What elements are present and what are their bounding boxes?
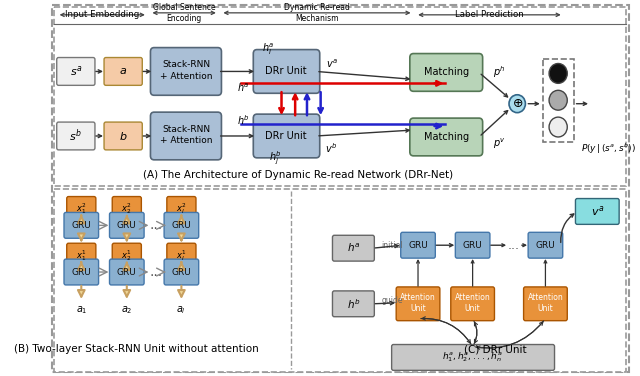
Text: $x_1^1$: $x_1^1$ xyxy=(76,248,86,262)
Text: ...: ... xyxy=(149,265,163,279)
FancyBboxPatch shape xyxy=(455,232,490,258)
Text: $h_i^a$: $h_i^a$ xyxy=(262,42,274,57)
Text: GRU: GRU xyxy=(172,221,191,230)
FancyBboxPatch shape xyxy=(109,259,144,285)
FancyBboxPatch shape xyxy=(109,212,144,238)
Text: $h_1^a, h_2^a,...,h_n^a$: $h_1^a, h_2^a,...,h_n^a$ xyxy=(442,351,503,364)
Bar xyxy=(54,189,627,372)
Text: DRr Unit: DRr Unit xyxy=(265,131,307,141)
Text: $x_2^2$: $x_2^2$ xyxy=(122,201,132,216)
FancyBboxPatch shape xyxy=(57,122,95,150)
FancyBboxPatch shape xyxy=(332,291,374,317)
Bar xyxy=(54,7,627,186)
FancyBboxPatch shape xyxy=(253,50,320,93)
FancyBboxPatch shape xyxy=(150,48,221,95)
Text: $P(y\,|\,(s^a,s^b))$: $P(y\,|\,(s^a,s^b))$ xyxy=(580,142,636,156)
Text: Matching: Matching xyxy=(424,132,468,142)
Text: $a$: $a$ xyxy=(119,67,127,76)
Circle shape xyxy=(549,64,567,83)
FancyBboxPatch shape xyxy=(253,114,320,158)
Text: $v^a$: $v^a$ xyxy=(591,205,604,218)
Text: $h^b$: $h^b$ xyxy=(237,113,250,127)
FancyBboxPatch shape xyxy=(575,199,619,224)
Text: DRr Unit: DRr Unit xyxy=(265,67,307,76)
FancyBboxPatch shape xyxy=(410,118,483,156)
Text: guide: guide xyxy=(381,296,403,305)
Text: $x_l^1$: $x_l^1$ xyxy=(176,248,187,262)
Text: $v^a$: $v^a$ xyxy=(326,57,337,70)
FancyBboxPatch shape xyxy=(167,243,196,267)
Text: $h_j^b$: $h_j^b$ xyxy=(269,149,282,167)
Text: $a_2$: $a_2$ xyxy=(121,304,132,316)
Bar xyxy=(543,59,573,142)
Circle shape xyxy=(509,95,525,113)
Text: GRU: GRU xyxy=(72,221,91,230)
Text: GRU: GRU xyxy=(463,241,483,250)
FancyBboxPatch shape xyxy=(104,122,142,150)
Text: Attention
Unit: Attention Unit xyxy=(527,293,563,312)
FancyBboxPatch shape xyxy=(64,212,99,238)
FancyBboxPatch shape xyxy=(392,344,554,370)
Text: $h^a$: $h^a$ xyxy=(347,242,360,255)
Text: $s^a$: $s^a$ xyxy=(70,64,82,79)
FancyBboxPatch shape xyxy=(64,259,99,285)
FancyBboxPatch shape xyxy=(57,58,95,85)
Text: GRU: GRU xyxy=(172,268,191,276)
Circle shape xyxy=(549,90,567,110)
FancyBboxPatch shape xyxy=(451,287,495,321)
Text: $p^v$: $p^v$ xyxy=(493,137,506,151)
Text: GRU: GRU xyxy=(72,268,91,276)
FancyBboxPatch shape xyxy=(167,197,196,220)
FancyBboxPatch shape xyxy=(67,243,96,267)
Text: Attention
Unit: Attention Unit xyxy=(400,293,436,312)
Text: + Attention: + Attention xyxy=(160,72,212,81)
FancyBboxPatch shape xyxy=(112,243,141,267)
Text: $x_1^2$: $x_1^2$ xyxy=(76,201,86,216)
FancyBboxPatch shape xyxy=(332,235,374,261)
Text: $v^b$: $v^b$ xyxy=(326,141,338,155)
Text: $x_2^1$: $x_2^1$ xyxy=(122,248,132,262)
FancyBboxPatch shape xyxy=(104,58,142,85)
Text: $a_1$: $a_1$ xyxy=(76,304,87,316)
FancyBboxPatch shape xyxy=(67,197,96,220)
Text: (A) The Architecture of Dynamic Re-read Network (DRr-Net): (A) The Architecture of Dynamic Re-read … xyxy=(143,170,453,180)
FancyBboxPatch shape xyxy=(164,212,198,238)
Text: Label Prediction: Label Prediction xyxy=(455,10,524,19)
Text: GRU: GRU xyxy=(408,241,428,250)
Text: Matching: Matching xyxy=(424,67,468,77)
Text: ...: ... xyxy=(149,218,163,232)
Text: Global Sentence
Encoding: Global Sentence Encoding xyxy=(153,3,216,23)
FancyBboxPatch shape xyxy=(524,287,567,321)
Text: GRU: GRU xyxy=(117,221,137,230)
Text: Stack-RNN: Stack-RNN xyxy=(162,60,210,69)
Text: (B) Two-layer Stack-RNN Unit without attention: (B) Two-layer Stack-RNN Unit without att… xyxy=(13,344,259,355)
Text: $\oplus$: $\oplus$ xyxy=(511,97,523,110)
Text: GRU: GRU xyxy=(536,241,556,250)
FancyBboxPatch shape xyxy=(164,259,198,285)
Text: Stack-RNN: Stack-RNN xyxy=(162,124,210,133)
FancyBboxPatch shape xyxy=(528,232,563,258)
FancyBboxPatch shape xyxy=(410,53,483,91)
FancyBboxPatch shape xyxy=(401,232,435,258)
FancyBboxPatch shape xyxy=(150,112,221,160)
Text: Input Embedding: Input Embedding xyxy=(65,10,140,19)
Text: ...: ... xyxy=(508,239,520,252)
Text: Attention
Unit: Attention Unit xyxy=(455,293,490,312)
Text: $p^h$: $p^h$ xyxy=(493,65,506,80)
Text: $h^b$: $h^b$ xyxy=(347,297,360,311)
Text: $h^a$: $h^a$ xyxy=(237,81,250,94)
Text: initial: initial xyxy=(381,241,403,250)
Circle shape xyxy=(549,117,567,137)
Text: $s^b$: $s^b$ xyxy=(69,128,83,144)
Text: Dynamic Re-read
Mechanism: Dynamic Re-read Mechanism xyxy=(284,3,350,23)
Text: + Attention: + Attention xyxy=(160,136,212,146)
FancyBboxPatch shape xyxy=(112,197,141,220)
FancyBboxPatch shape xyxy=(396,287,440,321)
Text: (C) DRr Unit: (C) DRr Unit xyxy=(464,344,527,355)
Text: $b$: $b$ xyxy=(119,130,127,142)
Text: $a_l$: $a_l$ xyxy=(177,304,186,316)
Text: $x_l^2$: $x_l^2$ xyxy=(176,201,187,216)
Text: GRU: GRU xyxy=(117,268,137,276)
